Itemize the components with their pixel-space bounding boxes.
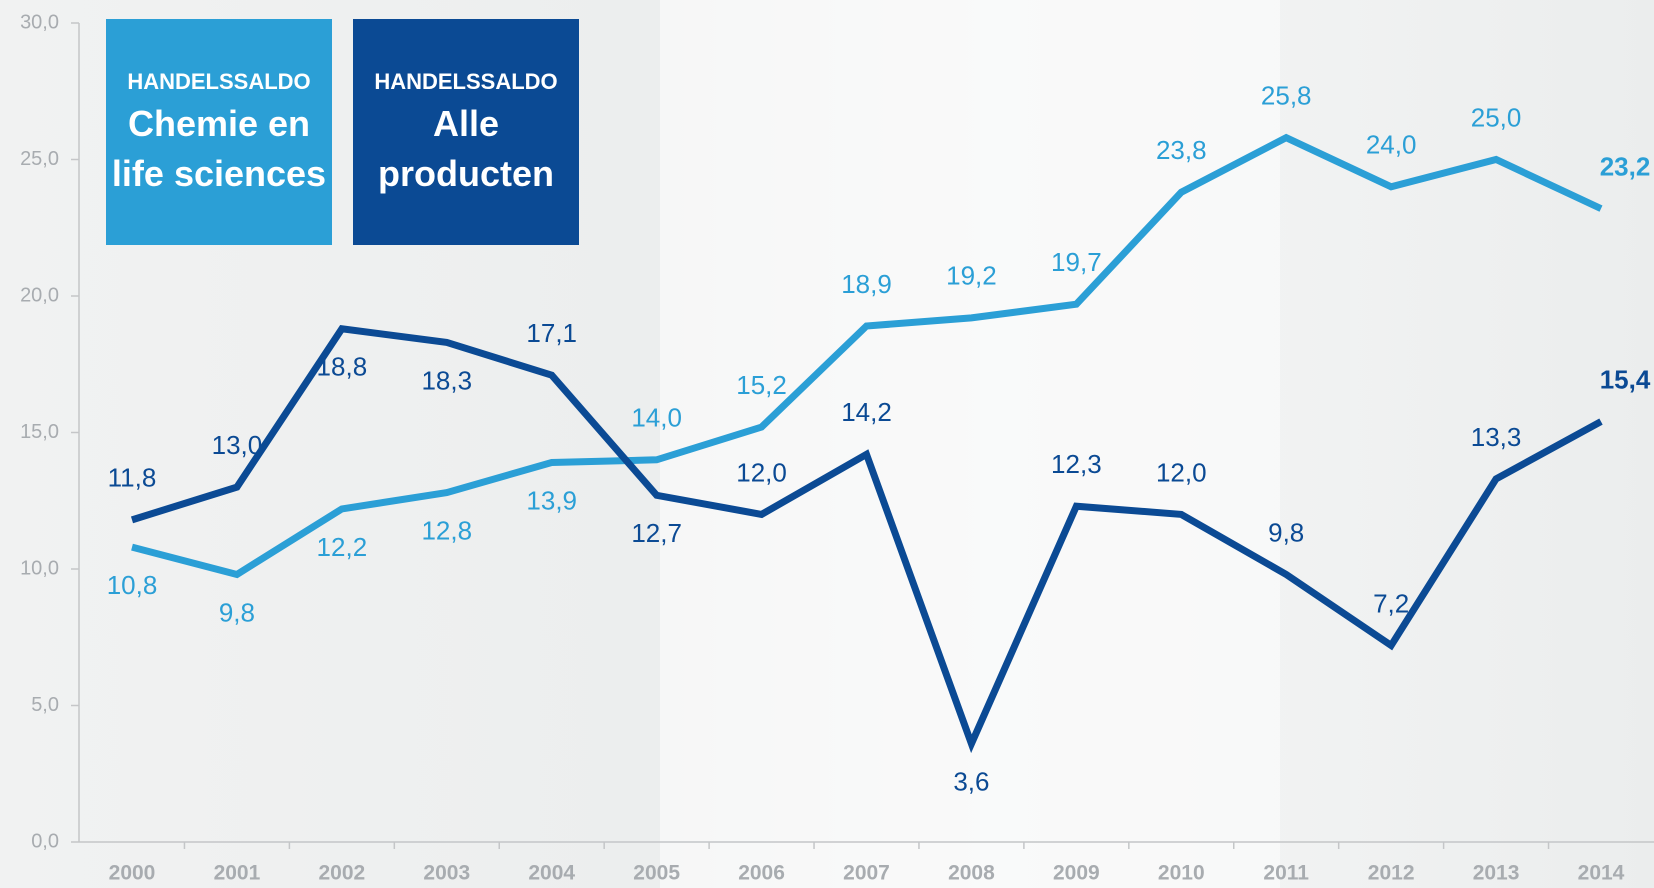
legend: HANDELSSALDO Chemie en life sciences HANDEL…	[106, 19, 579, 245]
line-series	[131, 133, 1603, 579]
data-label: 13,9	[526, 485, 577, 515]
data-label: 13,0	[212, 430, 263, 460]
data-label: 23,8	[1156, 135, 1207, 165]
x-tick-label: 2001	[214, 862, 261, 885]
x-tick-label: 2002	[318, 862, 365, 885]
background-figure	[660, 0, 1280, 888]
data-label: 25,8	[1261, 81, 1312, 111]
data-label: 17,1	[526, 318, 577, 348]
y-tick-label: 15,0	[20, 421, 59, 443]
data-label: 19,7	[1051, 247, 1102, 277]
data-label: 14,0	[631, 403, 682, 433]
line-series	[130, 325, 1603, 754]
y-tick-label: 30,0	[20, 11, 59, 33]
data-label: 9,8	[219, 597, 255, 627]
data-label: 19,2	[946, 261, 997, 291]
data-label: 3,6	[953, 767, 989, 797]
data-label: 15,4	[1600, 364, 1651, 394]
y-tick-label: 5,0	[31, 694, 59, 716]
data-label: 9,8	[1268, 517, 1304, 547]
data-label: 14,2	[841, 397, 892, 427]
data-label: 18,8	[317, 352, 368, 382]
x-tick-label: 2000	[109, 862, 156, 885]
x-tick-label: 2014	[1578, 862, 1625, 885]
data-label: 12,0	[1156, 457, 1207, 487]
data-label: 12,7	[631, 518, 682, 548]
legend-heading: HANDELSSALDO	[374, 69, 557, 94]
data-label: 12,3	[1051, 449, 1102, 479]
x-tick-label: 2010	[1158, 862, 1205, 885]
legend-label: Alle producten	[378, 103, 554, 194]
legend-heading: HANDELSSALDO	[127, 69, 310, 94]
data-label: 25,0	[1471, 102, 1522, 132]
data-label: 15,2	[736, 370, 787, 400]
data-label: 12,8	[421, 515, 472, 545]
data-label: 18,9	[841, 269, 892, 299]
data-label: 7,2	[1373, 588, 1409, 618]
legend-box	[353, 19, 579, 245]
x-tick-label: 2006	[738, 862, 785, 885]
data-label: 12,0	[736, 457, 787, 487]
x-tick-label: 2005	[633, 862, 680, 885]
y-tick-label: 0,0	[31, 830, 59, 852]
y-tick-label: 10,0	[20, 557, 59, 579]
x-tick-label: 2012	[1368, 862, 1415, 885]
x-tick-label: 2004	[528, 862, 575, 885]
legend-box	[106, 19, 332, 245]
x-tick-label: 2003	[423, 862, 470, 885]
data-label: 10,8	[107, 570, 158, 600]
data-label: 11,8	[108, 463, 157, 493]
data-label: 18,3	[421, 365, 472, 395]
x-tick-label: 2008	[948, 862, 995, 885]
x-tick-label: 2013	[1473, 862, 1520, 885]
y-tick-label: 20,0	[20, 284, 59, 306]
data-label: 13,3	[1471, 422, 1522, 452]
data-label: 12,2	[317, 532, 368, 562]
x-tick-label: 2011	[1263, 862, 1309, 885]
y-tick-label: 25,0	[20, 148, 59, 170]
legend-label: Chemie en life sciences	[112, 103, 326, 194]
x-tick-label: 2009	[1053, 862, 1100, 885]
data-label: 24,0	[1366, 130, 1417, 160]
data-label: 23,2	[1600, 152, 1651, 182]
x-tick-label: 2007	[843, 862, 890, 885]
